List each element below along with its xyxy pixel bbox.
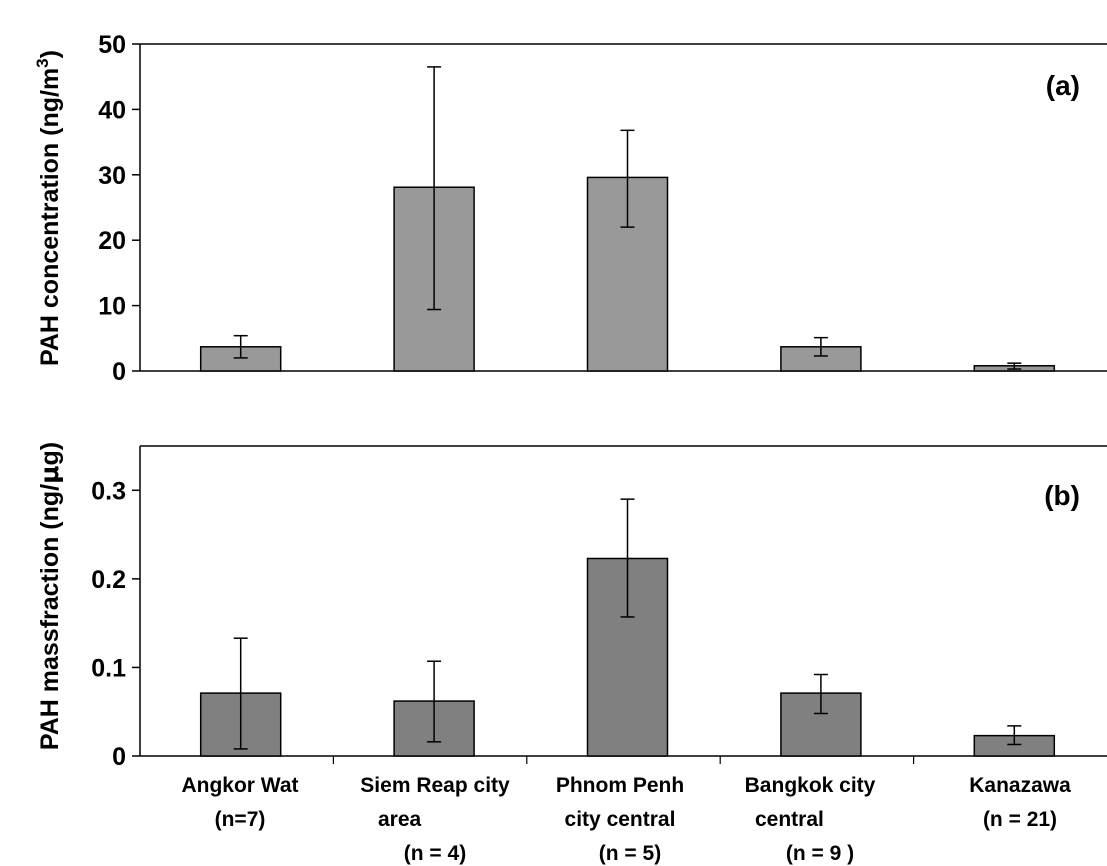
panel-b-y-ticks: 0 0.1 0.2 0.3 bbox=[91, 477, 140, 771]
panel-b-error-bars bbox=[233, 498, 1022, 750]
category-label-2-line2: area bbox=[378, 808, 422, 831]
panel-b-y-tick-label-3: 0.3 bbox=[91, 477, 126, 505]
category-label-4: Bangkok city bbox=[745, 774, 876, 797]
panel-b-label: (b) bbox=[1044, 480, 1080, 511]
panel-b-y-tick-label-0: 0 bbox=[112, 743, 126, 771]
panel-a-y-tick-label-4: 40 bbox=[98, 96, 126, 124]
category-label-2-n: (n = 4) bbox=[404, 842, 466, 865]
panel-a: 0 10 20 30 40 50 (a) PAH concentration (ng/m3… bbox=[33, 31, 1107, 386]
category-label-1-n: (n=7) bbox=[215, 808, 266, 831]
panel-a-ylabel-tail: ) bbox=[36, 50, 64, 58]
panel-b-y-axis-title: PAH massfraction (ng/μg) bbox=[35, 442, 64, 750]
category-label-2: Siem Reap city bbox=[360, 774, 510, 797]
panel-a-label: (a) bbox=[1046, 70, 1080, 101]
panel-b: 0 0.1 0.2 0.3 (b) PAH massfraction (ng/μg) bbox=[35, 442, 1107, 771]
panel-a-ylabel-sup: 3 bbox=[33, 58, 52, 67]
category-label-4-n: (n = 9 ) bbox=[786, 842, 854, 865]
panel-a-y-tick-label-3: 30 bbox=[98, 162, 126, 190]
category-label-3: Phnom Penh bbox=[556, 774, 684, 797]
panel-a-y-tick-label-5: 50 bbox=[98, 31, 126, 59]
panel-b-ylabel-mu: μ bbox=[35, 465, 64, 483]
panel-a-y-axis-title: PAH concentration (ng/m3) bbox=[33, 50, 64, 366]
panel-a-y-tick-label-0: 0 bbox=[112, 358, 126, 386]
category-label-3-line2: city central bbox=[565, 808, 676, 831]
category-label-4-line2: central bbox=[755, 808, 824, 831]
panel-a-y-tick-label-1: 10 bbox=[98, 293, 126, 321]
panel-b-ylabel-main: PAH massfraction (ng/ bbox=[36, 484, 64, 750]
category-label-3-n: (n = 5) bbox=[599, 842, 661, 865]
panel-b-ylabel-tail: g) bbox=[36, 442, 64, 466]
panel-a-y-tick-label-2: 20 bbox=[98, 227, 126, 255]
panel-b-y-tick-label-1: 0.1 bbox=[91, 654, 126, 682]
category-label-5-n: (n = 21) bbox=[983, 808, 1057, 831]
panel-b-y-tick-label-2: 0.2 bbox=[91, 566, 126, 594]
category-label-5: Kanazawa bbox=[969, 774, 1071, 797]
panel-a-y-ticks: 0 10 20 30 40 50 bbox=[98, 31, 140, 386]
panel-b-x-ticks bbox=[332, 756, 915, 764]
category-label-1: Angkor Wat bbox=[181, 774, 298, 797]
panel-a-error-bars bbox=[233, 66, 1022, 370]
category-labels: Angkor Wat (n=7) Siem Reap city area (n … bbox=[181, 774, 1071, 865]
panel-a-ylabel-main: PAH concentration (ng/m bbox=[36, 68, 64, 366]
